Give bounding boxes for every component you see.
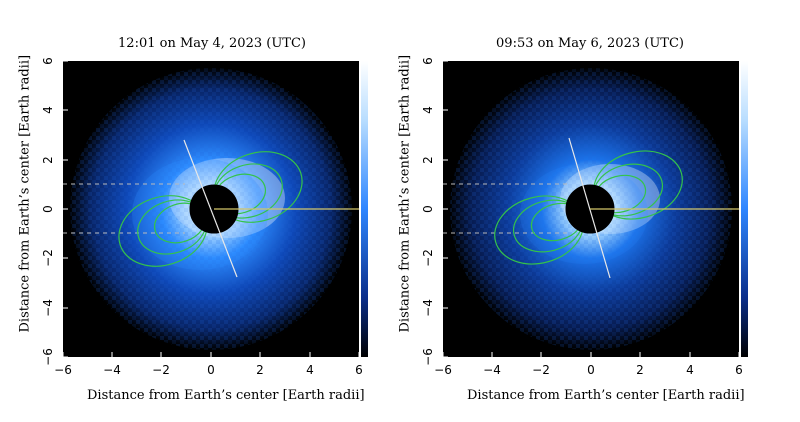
left-x-tick-label: −2	[152, 363, 170, 377]
left-x-tick-label: 2	[256, 363, 264, 377]
right-x-tick-labels: −6 −4 −2 0 2 4 6	[434, 363, 743, 377]
right-x-tick-label: −2	[532, 363, 550, 377]
left-y-tick-label: −4	[41, 299, 55, 317]
right-colorbar	[741, 61, 748, 357]
left-y-tick-label: −6	[41, 348, 55, 366]
right-x-ticks	[442, 352, 740, 357]
left-x-tick-label: −6	[54, 363, 72, 377]
right-dashed-lines	[443, 183, 568, 234]
right-y-tick-label: 6	[421, 57, 435, 65]
right-x-tick-label: 2	[636, 363, 644, 377]
left-frame	[63, 61, 359, 357]
left-axis-lines	[183, 139, 359, 278]
right-x-tick-label: 4	[686, 363, 694, 377]
right-y-tick-label: −2	[421, 249, 435, 267]
left-x-tick-label: 4	[306, 363, 314, 377]
right-x-tick-label: 6	[735, 363, 743, 377]
right-y-tick-label: 0	[421, 205, 435, 213]
left-x-tick-label: 6	[355, 363, 363, 377]
right-y-tick-labels: 6 4 2 0 −2 −4 −6	[421, 57, 435, 366]
left-y-tick-label: 0	[41, 205, 55, 213]
left-y-tick-label: 4	[41, 106, 55, 114]
right-x-tick-label: 0	[587, 363, 595, 377]
left-y-ticks	[63, 60, 68, 358]
left-y-tick-label: −2	[41, 249, 55, 267]
left-x-ticks	[62, 352, 360, 357]
right-y-ticks	[443, 60, 448, 358]
right-y-tick-label: 2	[421, 156, 435, 164]
right-x-tick-label: −4	[483, 363, 501, 377]
left-panel-xlabel: Distance from Earth’s center [Earth radi…	[87, 388, 365, 403]
left-x-tick-label: −4	[103, 363, 121, 377]
right-y-tick-label: −4	[421, 299, 435, 317]
right-panel-title: 09:53 on May 6, 2023 (UTC)	[496, 36, 684, 51]
right-y-tick-label: −6	[421, 348, 435, 366]
left-x-tick-labels: −6 −4 −2 0 2 4 6	[54, 363, 363, 377]
left-panel-title: 12:01 on May 4, 2023 (UTC)	[118, 36, 306, 51]
right-y-tick-label: 4	[421, 106, 435, 114]
right-panel-xlabel: Distance from Earth’s center [Earth radi…	[467, 388, 745, 403]
left-colorbar	[361, 61, 368, 357]
left-y-tick-label: 6	[41, 57, 55, 65]
right-axis-lines	[568, 137, 739, 279]
left-y-tick-label: 2	[41, 156, 55, 164]
left-x-tick-label: 0	[207, 363, 215, 377]
right-panel-ylabel: Distance from Earth’s center [Earth radi…	[397, 54, 413, 333]
left-y-tick-labels: 6 4 2 0 −2 −4 −6	[41, 57, 55, 366]
right-x-tick-label: −6	[434, 363, 452, 377]
